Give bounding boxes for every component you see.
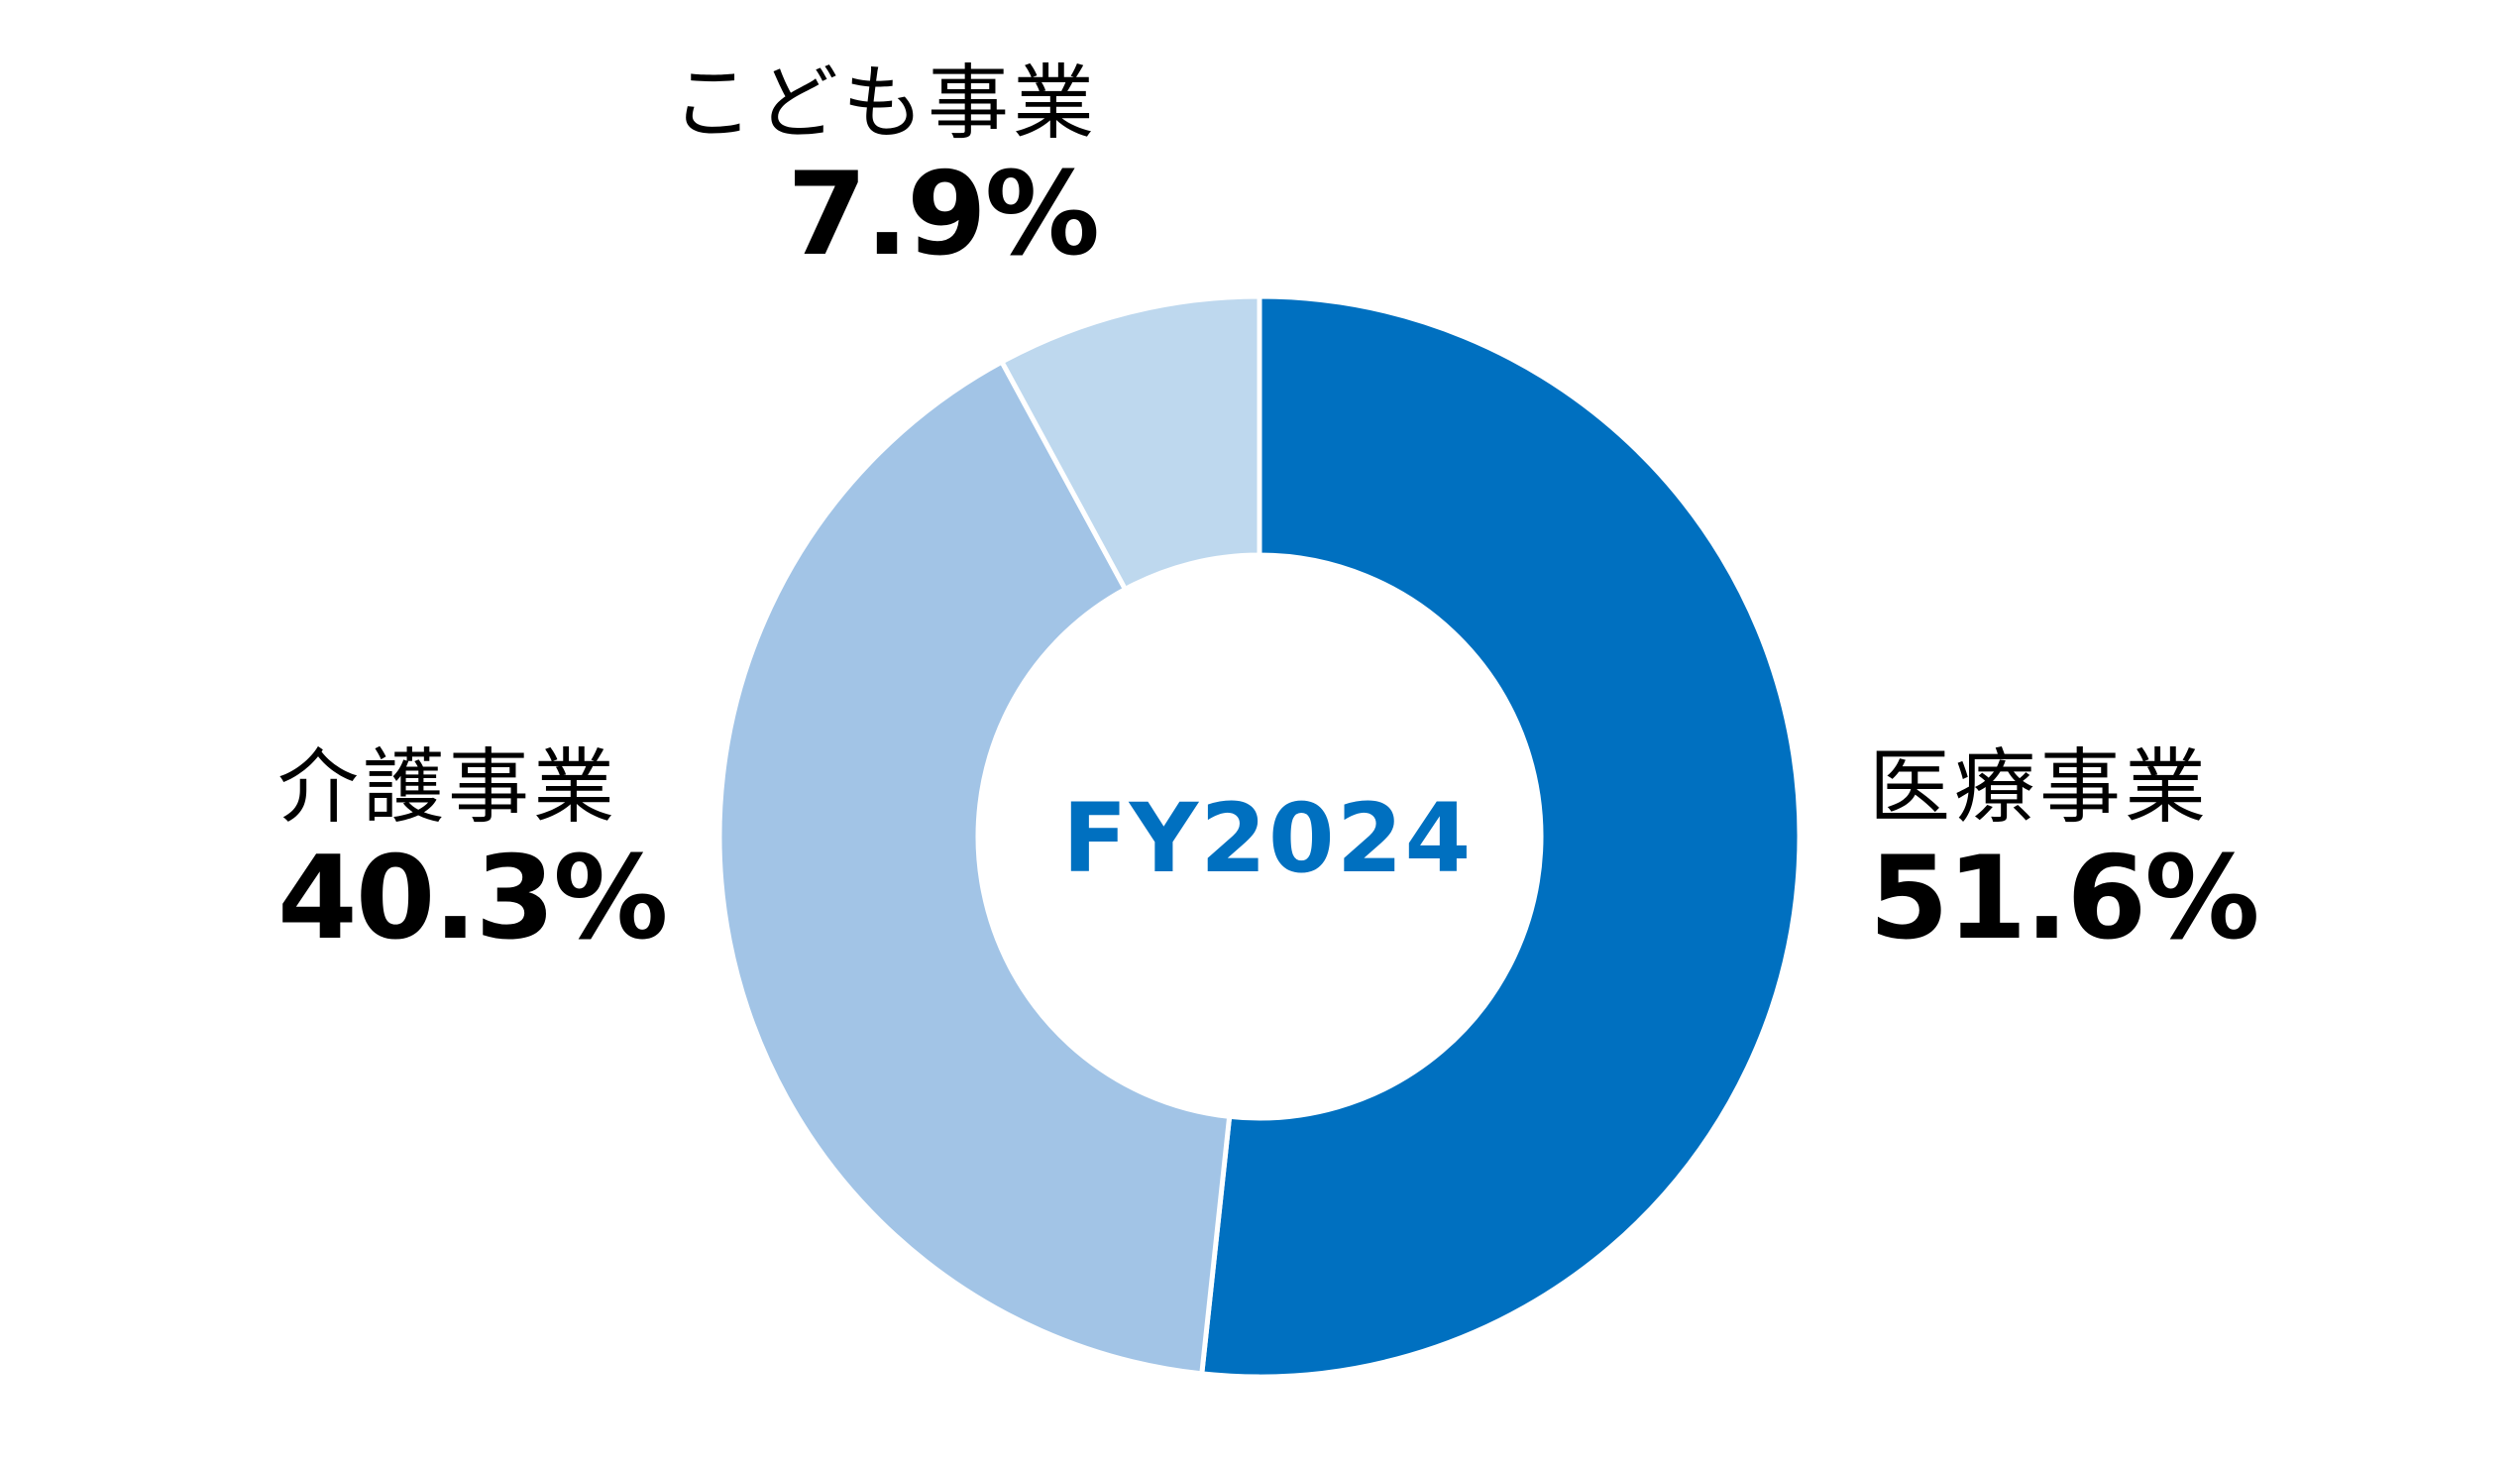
slice-kodomo bbox=[998, 293, 1262, 593]
slice-value-kaigo: 40.3% bbox=[277, 832, 668, 966]
slice-name-iryo: 医療事業 bbox=[1869, 740, 2211, 835]
slice-value-kodomo: 7.9% bbox=[787, 148, 1100, 282]
slice-label-kodomo: こども事業 7.9% bbox=[662, 56, 1100, 282]
slice-label-iryo: 医療事業 51.6% bbox=[1869, 740, 2259, 966]
slice-name-kaigo: 介護事業 bbox=[277, 740, 619, 835]
slice-label-kaigo: 介護事業 40.3% bbox=[277, 740, 668, 966]
center-label: FY2024 bbox=[1062, 783, 1474, 894]
slice-name-kodomo: こども事業 bbox=[671, 56, 1098, 151]
slice-iryo bbox=[1199, 293, 1803, 1380]
slice-kaigo bbox=[716, 358, 1233, 1377]
slice-value-iryo: 51.6% bbox=[1869, 832, 2259, 966]
